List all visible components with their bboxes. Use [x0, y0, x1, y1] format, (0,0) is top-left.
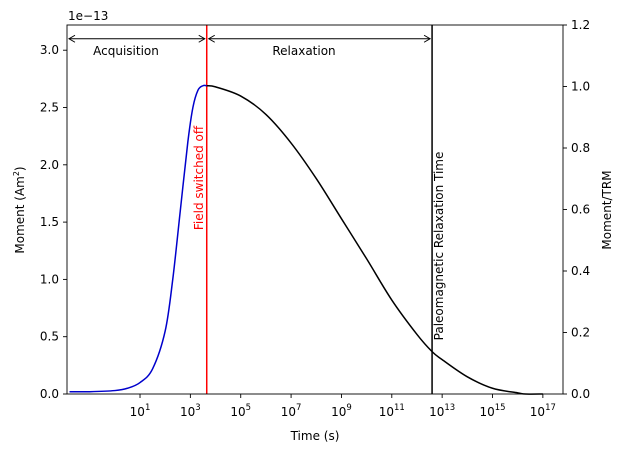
x-tick-label: 1011 — [379, 403, 405, 419]
y-right-tick-label: 0.8 — [571, 141, 590, 155]
acquisition-arrow — [68, 34, 206, 43]
relaxation-arrow — [207, 34, 432, 43]
acquisition-label: Acquisition — [93, 44, 159, 58]
x-tick-label: 107 — [281, 403, 302, 419]
x-tick-label: 101 — [130, 403, 151, 419]
paleomagnetic-relaxation-label: Paleomagnetic Relaxation Time — [432, 152, 446, 341]
axis-ticks: 101 103 105 107 109 1011 1013 1015 1017 0.0 0.5 1.0… — [40, 18, 590, 419]
y-left-tick-label: 3.0 — [40, 43, 59, 57]
x-tick-label: 109 — [331, 403, 352, 419]
y-right-tick-label: 0.2 — [571, 326, 590, 340]
x-tick-label: 1013 — [429, 403, 455, 419]
x-tick-label: 1017 — [530, 403, 556, 419]
y-left-tick-label: 2.5 — [40, 101, 59, 115]
x-tick-label: 1015 — [479, 403, 505, 419]
field-switched-off-label: Field switched off — [192, 125, 206, 230]
y-right-tick-label: 0.6 — [571, 203, 590, 217]
y-right-tick-label: 1.0 — [571, 80, 590, 94]
x-tick-label: 105 — [230, 403, 251, 419]
y-right-tick-label: 0.4 — [571, 264, 590, 278]
offset-text: 1e−13 — [68, 9, 108, 23]
y-left-tick-label: 0.0 — [40, 387, 59, 401]
acquisition-curve — [69, 84, 207, 393]
y-left-tick-label: 0.5 — [40, 330, 59, 344]
x-axis-label: Time (s) — [290, 429, 340, 443]
relaxation-curve — [206, 84, 543, 395]
y-axis-label-right: Moment/TRM — [600, 170, 614, 249]
y-left-tick-label: 1.5 — [40, 215, 59, 229]
x-tick-label: 103 — [180, 403, 201, 419]
relaxation-label: Relaxation — [272, 44, 335, 58]
plot-frame — [66, 24, 564, 395]
y-left-tick-label: 1.0 — [40, 272, 59, 286]
y-axis-label-left: Moment (Am2) — [12, 166, 27, 253]
y-left-tick-label: 2.0 — [40, 158, 59, 172]
y-right-tick-label: 0.0 — [571, 387, 590, 401]
y-right-tick-label: 1.2 — [571, 18, 590, 32]
plot-area — [68, 25, 543, 395]
